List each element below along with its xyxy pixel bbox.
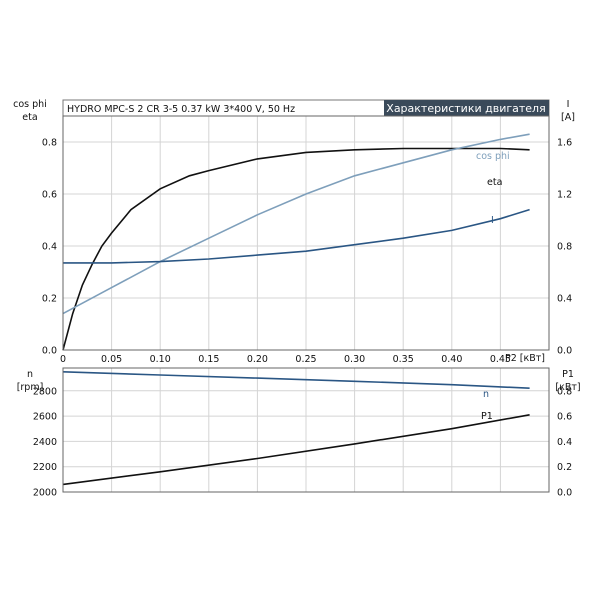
top-right-tick-label: 0.0 [557, 346, 572, 357]
x-tick-label: 0.45 [490, 354, 511, 365]
x-tick-label: 0.20 [247, 354, 268, 365]
product-title: HYDRO MPC-S 2 CR 3-5 0.37 kW 3*400 V, 50… [67, 104, 295, 115]
top-right-axis-label-2: [A] [561, 112, 575, 123]
eta-curve [62, 147, 530, 351]
bottom-grid [62, 368, 549, 493]
x-tick-label: 0.10 [150, 354, 171, 365]
top-right-tick-label: 0.4 [557, 294, 572, 305]
top-left-tick-label: 0.8 [42, 138, 57, 149]
x-axis-label: P2 [кВт] [505, 353, 545, 364]
eta-curve-label: eta [487, 177, 502, 188]
top-left-axis-label-1: cos phi [13, 99, 47, 110]
p1-curve [62, 414, 530, 486]
section-title: Характеристики двигателя [386, 102, 545, 115]
top-tick-labels: 0 0.05 0.10 0.15 0.20 0.25 0.30 0.35 0.40 0.45 0.0… [42, 138, 572, 366]
top-left-axis-label-2: eta [22, 112, 37, 123]
speed-curve [62, 371, 530, 389]
x-tick-label: 0.40 [441, 354, 462, 365]
top-plot-frame [62, 115, 550, 351]
x-tick-label: 0.05 [101, 354, 122, 365]
x-tick-label: 0.15 [198, 354, 219, 365]
current-curve-label: I [491, 215, 494, 226]
bottom-right-tick-label: 0.4 [557, 437, 572, 448]
top-left-tick-label: 0.6 [42, 190, 57, 201]
top-right-axis-label-1: I [567, 99, 570, 110]
top-right-tick-label: 1.6 [557, 138, 572, 149]
bottom-series: n P1 [62, 371, 530, 486]
top-right-tick-label: 1.2 [557, 190, 572, 201]
cos-phi-curve-label: cos phi [476, 151, 510, 162]
bottom-plot-frame [62, 367, 550, 493]
bottom-right-tick-label: 0.2 [557, 462, 572, 473]
bottom-tick-labels: 2000 2200 2400 2600 2800 0.0 0.2 0.4 0.6 0.8 [33, 386, 572, 498]
speed-curve-label: n [483, 389, 489, 400]
bottom-left-tick-label: 2600 [33, 412, 57, 423]
p1-curve-label: P1 [481, 411, 493, 422]
top-left-tick-label: 0.2 [42, 294, 57, 305]
bottom-left-tick-label: 2000 [33, 488, 57, 499]
top-series: eta cos phi I [62, 133, 530, 351]
bottom-right-axis-label-2: [кВт] [555, 382, 580, 393]
current-curve [63, 208, 530, 264]
x-tick-label: 0.25 [295, 354, 316, 365]
cos-phi-curve [62, 133, 530, 315]
bottom-left-tick-label: 2400 [33, 437, 57, 448]
x-tick-label: 0.30 [344, 354, 365, 365]
top-left-tick-label: 0.0 [42, 346, 57, 357]
bottom-right-tick-label: 0.8 [557, 386, 572, 397]
bottom-left-axis-label-1: n [27, 369, 33, 380]
x-tick-label: 0 [60, 354, 66, 365]
bottom-left-tick-label: 2800 [33, 386, 57, 397]
bottom-right-axis-label-1: P1 [562, 369, 574, 380]
bottom-right-tick-label: 0.6 [557, 412, 572, 423]
top-left-tick-label: 0.4 [42, 242, 57, 253]
x-tick-label: 0.35 [393, 354, 414, 365]
bottom-right-tick-label: 0.0 [557, 488, 572, 499]
section-title-badge [384, 100, 549, 116]
top-right-tick-label: 0.8 [557, 242, 572, 253]
bottom-left-tick-label: 2200 [33, 462, 57, 473]
bottom-left-axis-label-2: [rpm] [17, 382, 44, 393]
